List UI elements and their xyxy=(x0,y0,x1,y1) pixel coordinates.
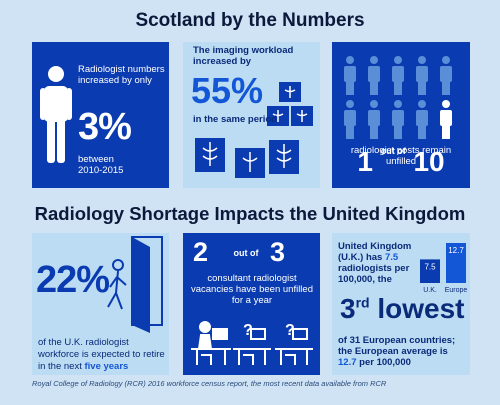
radiologist-numbers-period: between 2010-2015 xyxy=(78,154,123,176)
radiologist-numbers-value: 3% xyxy=(78,106,132,148)
retirement-label-main: of the U.K. radiologist workforce is exp… xyxy=(38,337,165,372)
vacancy-ratio-left: 2 xyxy=(193,237,209,267)
svg-text:?: ? xyxy=(285,322,295,339)
european-comparison-panel: 7.5 U.K. 12.7 Europe United Kingdom (U.K.) … xyxy=(332,233,470,375)
person-icon xyxy=(40,66,72,163)
vacancies-label: consultant radiologist vacancies have be… xyxy=(190,273,313,306)
rank-word: lowest xyxy=(377,293,465,324)
source-note: Royal College of Radiology (RCR) 2016 wo… xyxy=(32,379,387,388)
retirement-label-highlight: five years xyxy=(84,361,129,372)
scotland-title: Scotland by the Numbers xyxy=(135,10,365,31)
imaging-workload-panel: The imaging workload increased by 55% in… xyxy=(183,42,320,188)
ratio-right: 10 xyxy=(413,146,445,177)
person-icon xyxy=(416,56,428,95)
person-icon xyxy=(392,100,404,139)
vacancies-panel: 2 out of 3 consultant radiologist vacanc… xyxy=(183,233,320,375)
unfilled-label-line-1: radiologist posts remain xyxy=(350,145,452,156)
person-icon xyxy=(392,56,404,95)
xray-scan-icon xyxy=(195,82,313,178)
person-icon xyxy=(368,100,380,139)
bar-value-label: 12.7 xyxy=(448,246,464,255)
european-average-label: of 31 European countries; the European a… xyxy=(338,335,468,368)
person-icon xyxy=(344,56,356,95)
workload-value: 55% xyxy=(191,70,264,111)
period-line-2: 2010-2015 xyxy=(78,165,124,176)
rank-lowest: 3rd lowest xyxy=(340,293,465,325)
retirement-label: of the U.K. radiologist workforce is exp… xyxy=(38,337,168,373)
bar-category-label: Europe xyxy=(445,287,468,294)
workload-period: in the same period xyxy=(193,114,277,125)
person-icon xyxy=(368,56,380,95)
eu-label-highlight: 12.7 xyxy=(338,357,357,368)
door-exit-icon xyxy=(107,236,163,333)
uk-radiologists-label: United Kingdom (U.K.) has 7.5 radiologis… xyxy=(338,241,418,285)
uk-label-a: United Kingdom (U.K.) has xyxy=(338,241,412,263)
unfilled-posts-label: radiologist posts remain unfilled xyxy=(332,145,470,167)
retirement-value: 22% xyxy=(36,259,110,301)
unfilled-posts-panel: 1 out of 10 xyxy=(332,42,470,188)
retirement-panel: 22% of the U.K. radiologist workforce is… xyxy=(32,233,169,375)
radiologist-numbers-label: Radiologist numbers increased by only xyxy=(78,64,165,86)
bar-europe xyxy=(446,243,466,283)
desk-vacancy-icon: ? ? xyxy=(191,321,313,365)
uk-label-b: radiologists per 100,000, the xyxy=(338,263,410,285)
ratio-of: out of xyxy=(380,146,406,156)
bar-uk xyxy=(420,259,440,283)
rank-suffix: rd xyxy=(355,294,370,311)
rank-number: 3 xyxy=(340,293,356,324)
unfilled-label-line-2: unfilled xyxy=(385,156,417,167)
period-line-1: between xyxy=(78,154,114,165)
workload-label: The imaging workload increased by xyxy=(193,45,294,67)
uk-europe-bar-chart: 7.5 U.K. 12.7 Europe xyxy=(420,243,468,294)
vacancy-ratio-of: out of xyxy=(233,248,259,258)
people-icon-grid xyxy=(344,56,452,139)
vacancy-ratio-right: 3 xyxy=(270,237,286,267)
unfilled-posts-ratio: 1 out of 10 xyxy=(332,146,470,178)
ratio-left: 1 xyxy=(357,146,373,177)
uk-title: Radiology Shortage Impacts the United Ki… xyxy=(34,203,466,224)
person-icon xyxy=(416,100,428,139)
bar-value-label: 7.5 xyxy=(424,262,436,271)
uk-label-highlight: 7.5 xyxy=(384,252,399,263)
eu-label-a: of 31 European countries; the European a… xyxy=(338,335,456,357)
radiologist-numbers-panel: Radiologist numbers increased by only 3%… xyxy=(32,42,169,188)
person-icon xyxy=(440,56,452,95)
person-icon xyxy=(440,100,452,139)
person-icon xyxy=(344,100,356,139)
eu-label-b: per 100,000 xyxy=(359,357,411,368)
svg-text:?: ? xyxy=(243,322,253,339)
bar-category-label: U.K. xyxy=(423,287,437,294)
